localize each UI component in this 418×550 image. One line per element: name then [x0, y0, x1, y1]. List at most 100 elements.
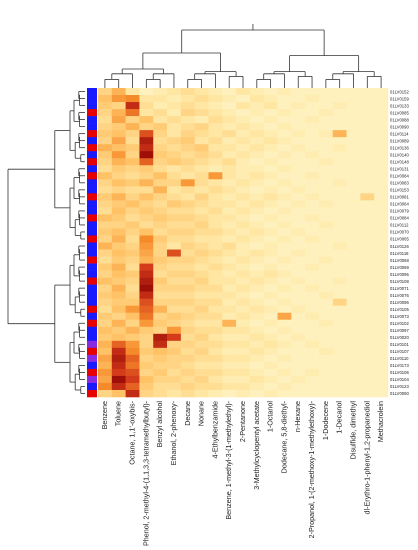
heatmap-cell [346, 116, 361, 124]
heatmap-cell [346, 368, 361, 377]
heatmap-cell [360, 256, 375, 264]
heatmap-cell [125, 235, 140, 243]
heatmap-cell [318, 242, 334, 250]
heatmap-cell [194, 305, 209, 314]
heatmap-cell [374, 361, 389, 370]
heatmap-cell [125, 179, 140, 187]
heatmap-cell [346, 102, 361, 110]
heatmap-cell [180, 368, 195, 377]
heatmap-cell [263, 102, 278, 110]
heatmap-cell [194, 221, 209, 229]
heatmap-cell [167, 109, 182, 117]
heatmap-cell [346, 172, 361, 180]
heatmap-cell [318, 263, 334, 271]
heatmap-cell [360, 158, 375, 166]
heatmap-cell [374, 137, 389, 145]
heatmap-cell [139, 333, 154, 342]
heatmap-cell [167, 123, 182, 131]
heatmap-cell [167, 165, 182, 173]
heatmap-cell [139, 158, 154, 166]
heatmap-cell [180, 242, 195, 250]
heatmap-cell [180, 312, 195, 321]
column-label: Benzyl alcohol [155, 401, 164, 448]
heatmap-cell [360, 179, 375, 187]
heatmap-cell [277, 130, 292, 138]
heatmap-cell [277, 270, 292, 278]
row-group-swatch [87, 228, 97, 236]
heatmap-cell [139, 375, 154, 384]
heatmap-cell [332, 249, 347, 257]
heatmap-cell [332, 291, 347, 299]
row-group-swatch [87, 263, 97, 271]
heatmap-cell [111, 277, 126, 285]
heatmap-cell [194, 137, 209, 145]
heatmap-cell [98, 368, 113, 377]
heatmap-cell [167, 158, 182, 166]
heatmap-cell [167, 333, 182, 342]
heatmap-cell [236, 172, 251, 180]
heatmap-cell [277, 256, 292, 264]
heatmap-cell [332, 319, 347, 328]
heatmap-cell [332, 214, 347, 222]
heatmap-cell [167, 270, 182, 278]
heatmap-cell [98, 242, 113, 250]
heatmap-cell [263, 207, 278, 215]
row-label: 01LV0104 [390, 377, 409, 382]
heatmap-cell [277, 116, 292, 124]
heatmap-cell [318, 130, 334, 138]
heatmap-cell [208, 109, 223, 117]
heatmap-cell [360, 137, 375, 145]
heatmap-cell [180, 263, 195, 271]
heatmap-cell [263, 249, 278, 257]
heatmap-cell [153, 214, 168, 222]
heatmap-cell [360, 305, 375, 314]
heatmap-cell [236, 256, 251, 264]
heatmap-cell [125, 333, 140, 342]
heatmap-cell [222, 340, 237, 349]
heatmap-cell [277, 235, 292, 243]
heatmap-cell [374, 221, 389, 229]
heatmap-cell [318, 193, 334, 201]
heatmap-cell [360, 354, 375, 363]
heatmap-cell [222, 193, 237, 201]
heatmap-cell [346, 319, 361, 328]
heatmap-cell [249, 207, 265, 215]
row-label: 01LV0088 [390, 117, 409, 122]
heatmap-cell [374, 319, 389, 328]
heatmap-cell [180, 207, 195, 215]
heatmap-cell [208, 298, 223, 306]
heatmap-cell [167, 368, 182, 377]
heatmap-cell [374, 228, 389, 236]
heatmap-cell [111, 179, 126, 187]
heatmap-cell [360, 193, 375, 201]
row-label: 01LV0083 [390, 181, 409, 186]
heatmap-cell [125, 389, 140, 398]
heatmap-cell [236, 95, 251, 103]
heatmap-cell [194, 291, 209, 299]
heatmap-cell [180, 354, 195, 363]
heatmap-cell [194, 347, 209, 356]
heatmap-cell [346, 389, 361, 398]
heatmap-cell [360, 221, 375, 229]
heatmap-cell [139, 95, 154, 103]
heatmap-cell [374, 179, 389, 187]
heatmap-cell [180, 165, 195, 173]
heatmap-cell [318, 284, 334, 292]
heatmap-cell [180, 137, 195, 145]
heatmap-cell [305, 284, 320, 292]
heatmap-cell [291, 102, 306, 110]
heatmap-cell [139, 144, 154, 152]
row-label: 01LV0071 [390, 286, 409, 291]
row-label: 01LV0101 [390, 342, 409, 347]
heatmap-cell [374, 144, 389, 152]
row-label: 01LV0070 [390, 230, 409, 235]
heatmap-cell [125, 144, 140, 152]
heatmap-cell [374, 249, 389, 257]
heatmap-cell [332, 116, 347, 124]
heatmap-cell [360, 389, 375, 398]
heatmap-cell [180, 326, 195, 335]
heatmap-cell [194, 88, 209, 96]
heatmap-cell [318, 235, 334, 243]
heatmap-cell [222, 326, 237, 335]
heatmap-cell [125, 88, 140, 96]
